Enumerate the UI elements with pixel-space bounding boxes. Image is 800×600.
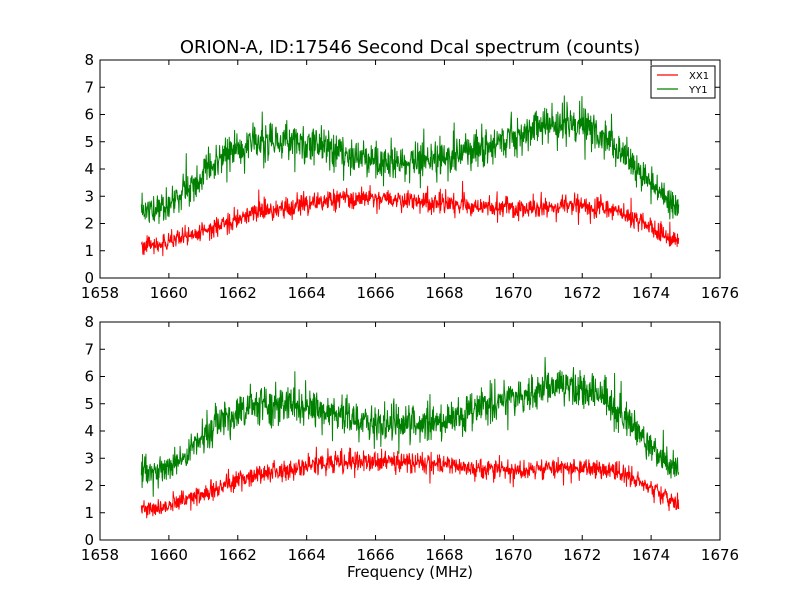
x-tick-label: 1664	[288, 546, 326, 564]
y-tick-label: 6	[84, 106, 94, 124]
x-tick-label: 1658	[81, 284, 119, 302]
y-tick-label: 0	[84, 531, 94, 549]
x-tick-label: 1674	[632, 284, 670, 302]
y-tick-label: 2	[84, 215, 94, 233]
x-tick-label: 1666	[356, 546, 394, 564]
x-axis-label: Frequency (MHz)	[347, 563, 473, 581]
legend-yy1-label: YY1	[688, 85, 708, 96]
x-tick-label: 1660	[150, 284, 188, 302]
x-tick-label: 1662	[219, 284, 257, 302]
y-tick-label: 4	[84, 160, 94, 178]
x-tick-label: 1672	[563, 284, 601, 302]
x-tick-label: 1668	[425, 284, 463, 302]
x-tick-label: 1664	[288, 284, 326, 302]
series-line-yy1	[140, 95, 680, 224]
x-tick-label: 1670	[494, 546, 532, 564]
x-tick-label: 1660	[150, 546, 188, 564]
bottom-axis-ticks: 1658 1660 1662 1664 1666 1668 1670 1672 1674 1676…	[81, 313, 739, 564]
y-tick-label: 8	[84, 313, 94, 331]
y-tick-label: 1	[84, 242, 94, 260]
x-tick-label: 1676	[701, 284, 739, 302]
y-tick-label: 2	[84, 477, 94, 495]
x-tick-label: 1674	[632, 546, 670, 564]
y-tick-label: 0	[84, 269, 94, 287]
y-tick-label: 5	[84, 133, 94, 151]
y-tick-label: 7	[84, 340, 94, 358]
top-legend: XX1 YY1	[650, 65, 716, 99]
y-tick-label: 8	[84, 51, 94, 69]
series-line-yy1	[140, 356, 680, 497]
y-tick-label: 5	[84, 395, 94, 413]
x-tick-label: 1676	[701, 546, 739, 564]
y-tick-label: 6	[84, 368, 94, 386]
y-tick-label: 3	[84, 187, 94, 205]
x-tick-label: 1658	[81, 546, 119, 564]
top-axis-ticks: 1658 1660 1662 1664 1666 1668 1670 1672 1674 1676…	[81, 51, 739, 302]
x-tick-label: 1668	[425, 546, 463, 564]
y-tick-label: 4	[84, 422, 94, 440]
top-subplot: ORION-A, ID:17546 Second Dcal spectrum (…	[81, 37, 739, 302]
y-tick-label: 3	[84, 449, 94, 467]
x-tick-label: 1672	[563, 546, 601, 564]
x-tick-label: 1666	[356, 284, 394, 302]
y-tick-label: 1	[84, 504, 94, 522]
x-tick-label: 1662	[219, 546, 257, 564]
bottom-subplot: 1658 1660 1662 1664 1666 1668 1670 1672 1674 1676…	[81, 313, 739, 581]
series-line-xx1	[140, 446, 680, 519]
x-tick-label: 1670	[494, 284, 532, 302]
y-tick-label: 7	[84, 78, 94, 96]
series-line-xx1	[140, 180, 680, 257]
top-series-layer	[140, 95, 680, 257]
top-chart-title: ORION-A, ID:17546 Second Dcal spectrum (…	[180, 37, 640, 58]
bottom-series-layer	[140, 356, 680, 519]
legend-xx1-label: XX1	[689, 71, 709, 82]
legend-frame	[650, 65, 716, 99]
